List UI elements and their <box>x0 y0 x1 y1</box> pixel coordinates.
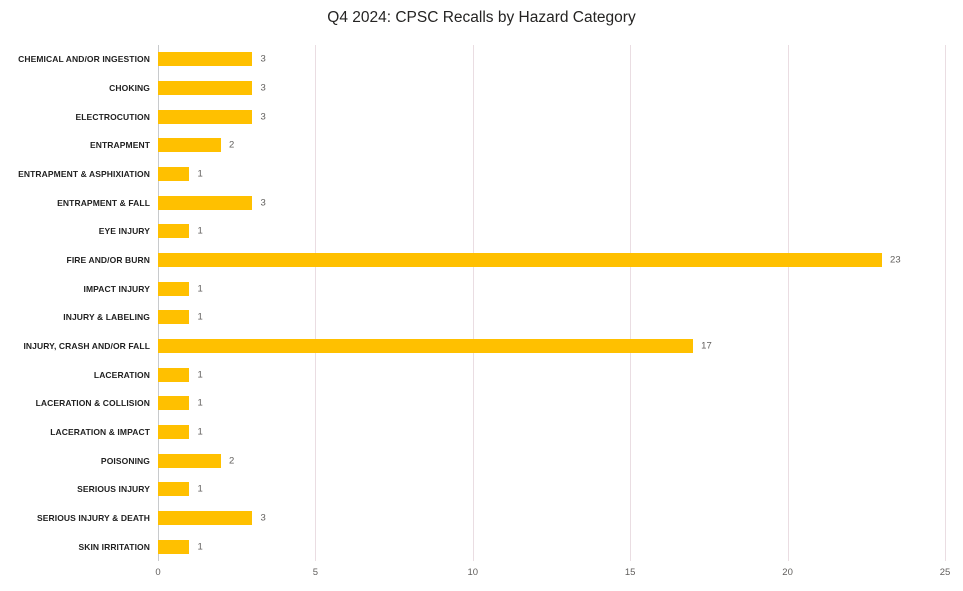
category-label: CHEMICAL AND/OR INGESTION <box>18 54 150 65</box>
bar <box>158 539 190 554</box>
gridline <box>787 45 789 561</box>
category-label: IMPACT INJURY <box>83 283 150 294</box>
bar-row: 3 <box>158 188 945 217</box>
category-label: LACERATION <box>93 369 150 380</box>
value-label: 2 <box>228 139 235 151</box>
value-label: 1 <box>197 369 203 381</box>
value-label: 1 <box>197 426 203 438</box>
bar-row: 3 <box>158 74 945 103</box>
bar-row: 23 <box>158 246 945 275</box>
gridline <box>315 45 317 561</box>
bar-row: 1 <box>158 274 945 303</box>
bar-row: 1 <box>158 418 945 447</box>
x-tick-label: 10 <box>467 567 479 578</box>
value-label: 17 <box>701 340 712 352</box>
axis-zero-line <box>158 45 159 561</box>
bar-row: 1 <box>158 532 945 561</box>
category-label: ELECTROCUTION <box>75 111 150 122</box>
value-label: 3 <box>260 512 266 524</box>
x-tick-label: 15 <box>624 567 636 578</box>
bar <box>158 396 190 411</box>
bar-row: 1 <box>158 360 945 389</box>
value-label: 1 <box>197 225 203 237</box>
bar <box>158 511 253 526</box>
bar <box>158 281 190 296</box>
value-label: 2 <box>228 455 235 467</box>
value-label: 23 <box>890 254 901 266</box>
x-tick-label: 25 <box>939 567 951 578</box>
bar-row: 1 <box>158 303 945 332</box>
category-label: SERIOUS INJURY <box>77 484 150 495</box>
category-label: FIRE AND/OR BURN <box>66 255 150 266</box>
category-label: LACERATION & IMPACT <box>50 427 150 438</box>
bar-row: 3 <box>158 45 945 74</box>
category-label: ENTRAPMENT & ASPHIXIATION <box>18 169 150 180</box>
bar-row: 1 <box>158 160 945 189</box>
bar <box>158 167 190 182</box>
bar-row: 1 <box>158 217 945 246</box>
x-tick-label: 5 <box>312 567 319 578</box>
category-label: ENTRAPMENT <box>89 140 150 151</box>
x-axis: 0 5 10 15 20 25 <box>155 567 950 583</box>
plot-area: 3 3 3 2 1 3 1 23 1 1 17 1 1 1 2 1 3 1 <box>158 45 946 561</box>
gridline <box>945 45 946 561</box>
category-label: LACERATION & COLLISION <box>35 398 150 409</box>
value-label: 3 <box>260 82 266 94</box>
chart-title: Q4 2024: CPSC Recalls by Hazard Category <box>327 9 636 26</box>
gridline <box>630 45 632 561</box>
value-label: 1 <box>197 168 203 180</box>
category-label: EYE INJURY <box>98 226 150 237</box>
value-label: 3 <box>260 111 266 123</box>
bar-rows: 3 3 3 2 1 3 1 23 1 1 17 1 1 1 2 1 3 1 <box>158 45 945 561</box>
category-label: ENTRAPMENT & FALL <box>57 197 150 208</box>
category-label: INJURY, CRASH AND/OR FALL <box>23 341 150 352</box>
category-axis: CHEMICAL AND/OR INGESTION CHOKING ELECTROC… <box>0 45 150 561</box>
bar <box>158 109 253 124</box>
bar <box>158 81 253 95</box>
bar <box>158 425 190 440</box>
value-label: 3 <box>260 197 266 209</box>
value-label: 1 <box>197 541 203 553</box>
value-label: 1 <box>197 483 203 495</box>
bar <box>158 253 883 268</box>
bar-row: 1 <box>158 475 945 504</box>
x-tick-label: 0 <box>155 567 161 578</box>
value-label: 3 <box>260 53 266 65</box>
bar-row: 3 <box>158 504 945 533</box>
bar-row: 2 <box>158 446 945 475</box>
value-label: 1 <box>197 283 203 295</box>
bar <box>158 453 221 468</box>
x-tick-label: 20 <box>782 567 793 578</box>
bar-row: 2 <box>158 131 945 160</box>
value-label: 1 <box>197 311 203 323</box>
category-label: POISONING <box>100 455 150 466</box>
category-label: INJURY & LABELING <box>63 312 150 323</box>
bar <box>158 310 190 325</box>
category-label: SERIOUS INJURY & DEATH <box>36 513 150 524</box>
bar-row: 17 <box>158 332 945 361</box>
bar <box>158 367 190 382</box>
category-label: CHOKING <box>109 83 150 93</box>
bar <box>158 138 221 153</box>
category-label: SKIN IRRITATION <box>78 541 150 552</box>
bar <box>158 339 694 354</box>
bar <box>158 224 190 239</box>
bar-row: 1 <box>158 389 945 418</box>
gridline <box>472 45 474 561</box>
bar-row: 3 <box>158 102 945 131</box>
bar <box>158 195 253 210</box>
value-label: 1 <box>197 397 203 409</box>
bar <box>158 52 253 67</box>
bar <box>158 482 190 497</box>
